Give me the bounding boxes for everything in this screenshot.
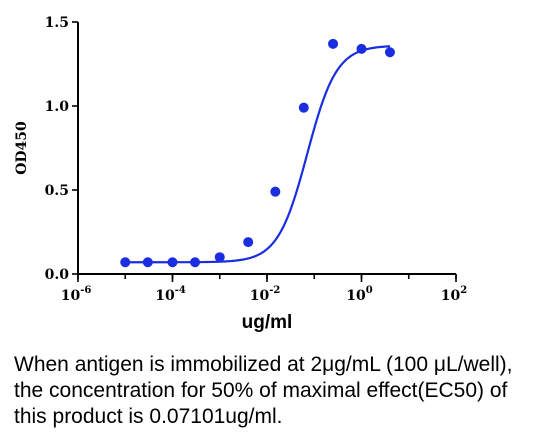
x-ticks: 10-6 10-4 10-2 100 102 [61,274,467,304]
data-point [167,257,178,268]
data-point [270,186,281,197]
y-tick-label: 1.5 [45,15,69,31]
y-tick-label: 0.5 [45,183,69,199]
y-tick-label: 0.0 [45,267,70,283]
data-point [356,43,367,54]
data-point [243,237,254,248]
data-point [142,257,153,268]
data-points [120,38,395,268]
x-tick-label: 10-6 [61,285,92,304]
dose-response-chart: 0.0 0.5 1.0 1.5 10-6 10-4 10-2 100 102 OD450 ug… [14,15,467,333]
data-point [384,47,395,58]
data-point [298,102,309,113]
data-point [120,257,131,268]
axes [77,22,456,275]
x-tick-label: 100 [346,285,372,304]
x-tick-label: 10-4 [155,285,186,304]
y-ticks: 0.0 0.5 1.0 1.5 [45,15,78,283]
x-axis-label: ug/ml [242,312,293,333]
x-tick-label: 10-2 [250,285,281,304]
data-point [214,252,225,263]
data-point [190,257,201,268]
caption-text: When antigen is immobilized at 2μg/mL (1… [14,353,513,428]
y-axis-label: OD450 [14,121,30,175]
data-point [328,38,339,49]
fit-curve [125,45,391,264]
y-tick-label: 1.0 [45,99,70,115]
x-tick-label: 102 [441,285,467,304]
